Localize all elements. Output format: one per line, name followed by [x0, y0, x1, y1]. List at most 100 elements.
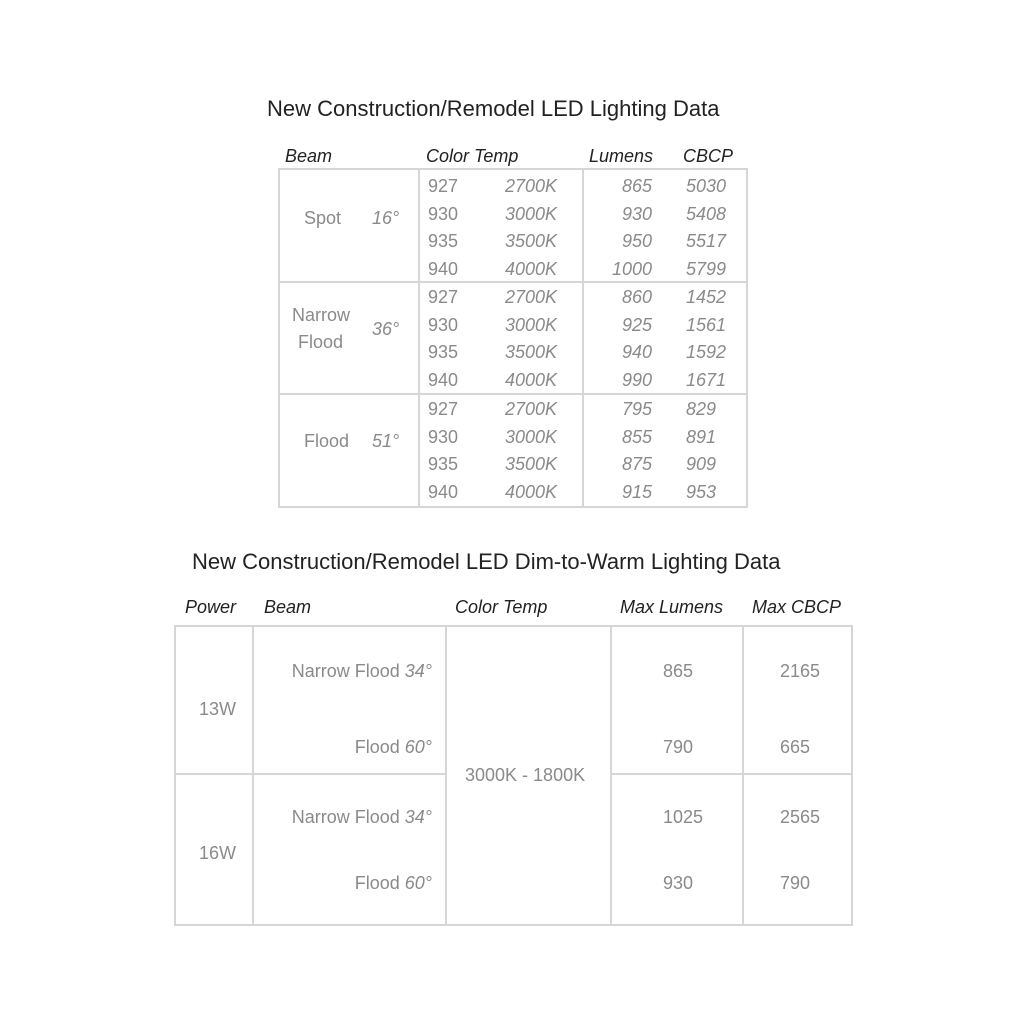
- beam-cell: Flood 60°: [355, 738, 432, 756]
- color-temp: 3500K: [505, 454, 558, 474]
- table1-border-top: [278, 168, 748, 170]
- lumens: 855: [621, 426, 652, 447]
- cct-code: 940: [428, 481, 459, 502]
- beam-angle: 34°: [404, 807, 432, 827]
- lumens: 925: [621, 314, 652, 335]
- lumens: 940: [621, 342, 652, 362]
- color-temp: 3000K: [505, 203, 558, 224]
- cbcp: 5408: [686, 203, 727, 224]
- cct-code: 930: [428, 426, 459, 447]
- table1-border-bottom: [278, 506, 748, 508]
- table2-header-max-cbcp: Max CBCP: [752, 597, 842, 617]
- cbcp: 891: [686, 426, 717, 447]
- table1-group-divider: [278, 393, 748, 395]
- cct-code: 940: [428, 369, 459, 390]
- table1-group-divider: [278, 281, 748, 283]
- table2-title: New Construction/Remodel LED Dim-to-Warm…: [192, 549, 781, 574]
- table1-divider: [582, 168, 584, 508]
- table1-header-color-temp: Color Temp: [426, 146, 519, 166]
- cbcp: 953: [686, 481, 717, 502]
- color-temp: 4000K: [505, 258, 558, 279]
- table2-border-right: [851, 625, 853, 926]
- max-cbcp: 2165: [780, 661, 821, 681]
- power: 13W: [199, 699, 237, 719]
- lumens: 795: [621, 399, 652, 419]
- table2-divider: [445, 625, 447, 926]
- cbcp: 5030: [686, 176, 727, 196]
- beam-angle: 16°: [372, 208, 400, 228]
- lumens: 860: [621, 287, 652, 307]
- color-temp: 4000K: [505, 369, 558, 390]
- beam-cell: Flood 60°: [355, 874, 432, 892]
- color-temp: 3500K: [505, 342, 558, 362]
- beam-angle: 34°: [404, 661, 432, 681]
- max-lumens: 790: [663, 737, 694, 757]
- table1-title: New Construction/Remodel LED Lighting Da…: [267, 96, 720, 121]
- cbcp: 829: [686, 399, 717, 419]
- max-lumens: 865: [663, 661, 694, 681]
- table2-divider: [742, 625, 744, 926]
- beam-angle: 51°: [372, 431, 400, 451]
- beam-name: Flood: [298, 332, 344, 352]
- max-cbcp: 2565: [780, 807, 821, 827]
- table2-border-top: [174, 625, 853, 627]
- table2-color-temp: 3000K - 1800K: [465, 765, 586, 785]
- beam-cell: Narrow Flood 34°: [292, 808, 432, 826]
- cct-code: 927: [428, 287, 459, 307]
- cbcp: 1671: [686, 369, 727, 390]
- cct-code: 927: [428, 176, 459, 196]
- table2-header-color-temp: Color Temp: [455, 597, 548, 617]
- table1-header-cbcp: CBCP: [683, 146, 734, 166]
- cbcp: 1452: [686, 287, 727, 307]
- table2-header-power: Power: [185, 597, 237, 617]
- lumens: 930: [621, 203, 652, 224]
- table2-header-beam: Beam: [264, 597, 312, 617]
- cct-code: 940: [428, 258, 459, 279]
- lumens: 875: [621, 454, 652, 474]
- table1-border-left: [278, 168, 280, 508]
- beam-angle: 60°: [404, 737, 432, 757]
- max-cbcp: 665: [780, 737, 811, 757]
- beam-name: Narrow Flood: [291, 807, 400, 827]
- beam-name: Flood: [304, 431, 350, 451]
- cbcp: 909: [686, 454, 717, 474]
- color-temp: 2700K: [505, 287, 558, 307]
- table2-divider: [610, 625, 612, 926]
- cbcp: 1592: [686, 342, 727, 362]
- max-lumens: 1025: [663, 807, 704, 827]
- table1-header-beam: Beam: [285, 146, 333, 166]
- lumens: 990: [621, 369, 652, 390]
- lumens: 865: [621, 176, 652, 196]
- color-temp: 2700K: [505, 399, 558, 419]
- table1-border-right: [746, 168, 748, 508]
- cct-code: 930: [428, 203, 459, 224]
- beam-name: Narrow: [292, 305, 351, 325]
- cct-code: 935: [428, 454, 459, 474]
- cct-code: 935: [428, 231, 459, 251]
- color-temp: 4000K: [505, 481, 558, 502]
- lumens: 1000: [611, 258, 652, 279]
- color-temp: 3500K: [505, 231, 558, 251]
- cbcp: 1561: [686, 314, 727, 335]
- beam-name: Flood: [354, 737, 400, 757]
- power: 16W: [199, 843, 237, 863]
- cbcp: 5799: [686, 258, 727, 279]
- max-lumens: 930: [663, 873, 694, 893]
- table2-group-divider: [174, 773, 446, 775]
- table2-border-bottom: [174, 924, 853, 926]
- table2-border-left: [174, 625, 176, 926]
- table1-divider: [418, 168, 420, 508]
- beam-angle: 36°: [372, 319, 400, 339]
- beam-name: Narrow Flood: [291, 661, 400, 681]
- max-cbcp: 790: [780, 873, 811, 893]
- table2-group-divider: [610, 773, 853, 775]
- cct-code: 930: [428, 314, 459, 335]
- beam-cell: Narrow Flood 34°: [292, 662, 432, 680]
- beam-name: Spot: [304, 208, 342, 228]
- lumens: 915: [621, 481, 652, 502]
- table2-divider: [252, 625, 254, 926]
- cct-code: 927: [428, 399, 459, 419]
- cct-code: 935: [428, 342, 459, 362]
- beam-angle: 60°: [404, 873, 432, 893]
- color-temp: 2700K: [505, 176, 558, 196]
